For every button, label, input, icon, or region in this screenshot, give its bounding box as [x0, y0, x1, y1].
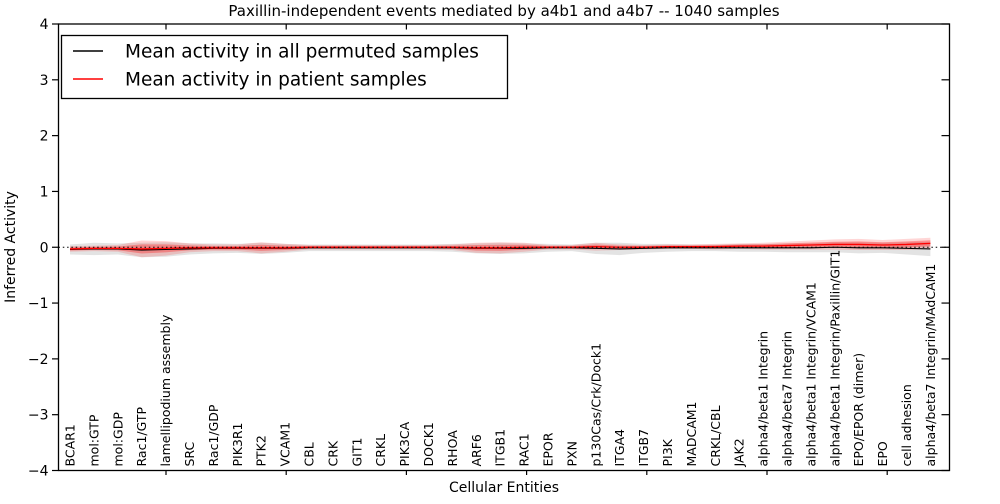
- x-tick-label: BCAR1: [63, 424, 78, 466]
- patient-band-inner: [70, 240, 931, 254]
- y-tick-label: 1: [40, 184, 49, 200]
- x-tick-label: EPO/EPOR (dimer): [851, 353, 866, 467]
- x-tick-label: ITGB7: [636, 429, 651, 467]
- permuted-band: [70, 241, 931, 258]
- legend-label-patient: Mean activity in patient samples: [125, 70, 427, 91]
- x-tick-label: Rac1/GDP: [206, 404, 221, 466]
- y-tick-label: −2: [28, 352, 49, 368]
- x-tick-label: PI3K: [660, 438, 675, 466]
- x-tick-label: PIK3CA: [397, 421, 412, 466]
- x-tick-label: GIT1: [349, 438, 364, 467]
- x-tick-label: ARF6: [469, 434, 484, 466]
- y-tick-label: 4: [40, 17, 49, 33]
- x-tick-label: DOCK1: [421, 422, 436, 466]
- x-tick-label: RHOA: [445, 430, 460, 467]
- x-tick-label: CRK: [325, 440, 340, 466]
- x-tick-label: CRKL/CBL: [708, 405, 723, 466]
- legend-box: [60, 34, 509, 100]
- legend-label-permuted: Mean activity in all permuted samples: [125, 42, 479, 63]
- y-tick-label: 0: [40, 240, 49, 256]
- x-tick-label: VCAM1: [278, 422, 293, 467]
- x-tick-label: alpha4/beta7 Integrin: [780, 331, 795, 467]
- y-tick-label: −1: [28, 296, 49, 312]
- x-tick-label: p130Cas/Crk/Dock1: [588, 343, 603, 467]
- y-tick-label: −4: [28, 464, 49, 480]
- x-tick-label: mol:GTP: [86, 414, 101, 466]
- x-tick-label: CRKL: [373, 434, 388, 467]
- x-tick-label: alpha4/beta1 Integrin: [756, 331, 771, 467]
- x-tick-label: cell adhesion: [899, 384, 914, 466]
- x-tick-label: alpha4/beta1 Integrin/VCAM1: [803, 282, 818, 466]
- x-tick-label: Rac1/GTP: [134, 407, 149, 467]
- x-tick-label: SRC: [182, 442, 197, 467]
- y-tick-label: −3: [28, 408, 49, 424]
- y-axis-title: Inferred Activity: [3, 191, 19, 303]
- x-tick-label: ITGA4: [612, 429, 627, 467]
- x-tick-label: alpha4/beta7 Integrin/MAdCAM1: [923, 264, 938, 467]
- x-tick-label: alpha4/beta1 Integrin/Paxillin/GIT1: [827, 250, 842, 467]
- x-tick-label: EPO: [875, 441, 890, 466]
- plot-area: 4 3 2 1 0 −1 −2 −3 −4 BCAR1 mol:GTP mol:GDP Rac1/GTP…: [28, 17, 951, 480]
- x-tick-label: JAK2: [732, 438, 747, 467]
- x-tick-label: MADCAM1: [684, 402, 699, 467]
- chart-title: Paxillin-independent events mediated by …: [228, 2, 779, 20]
- y-tick-label: 3: [40, 73, 49, 89]
- x-tick-label: EPOR: [541, 432, 556, 466]
- x-tick-label: CBL: [302, 442, 317, 466]
- x-tick-label: PXN: [564, 441, 579, 466]
- x-tick-label: lamellipodium assembly: [158, 314, 173, 466]
- x-tick-label: mol:GDP: [110, 412, 125, 467]
- x-tick-label: PIK3R1: [230, 422, 245, 466]
- patient-mean-line: [69, 242, 931, 250]
- legend: Mean activity in all permuted samples Me…: [60, 34, 509, 100]
- x-tick-label: PTK2: [254, 435, 269, 466]
- x-tick-label: RAC1: [517, 433, 532, 466]
- y-tick-label: 2: [40, 129, 49, 145]
- x-axis-title: Cellular Entities: [449, 480, 559, 496]
- x-tick-label: ITGB1: [493, 429, 508, 467]
